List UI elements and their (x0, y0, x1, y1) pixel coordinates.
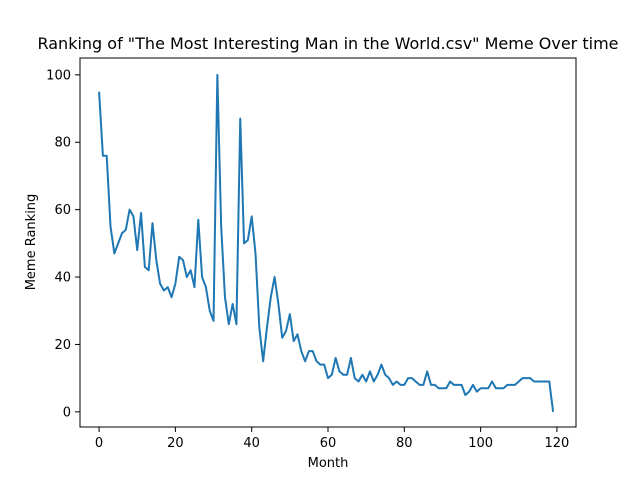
x-tick-label: 60 (320, 436, 337, 451)
y-tick-label: 60 (54, 203, 71, 218)
y-tick-label: 20 (54, 338, 71, 353)
y-axis: 0 20 40 60 80 100 (46, 68, 80, 420)
y-tick-label: 40 (54, 271, 71, 286)
x-tick-label: 20 (167, 436, 184, 451)
x-axis: 0 20 40 60 80 100 120 (95, 427, 569, 451)
y-tick-label: 100 (46, 68, 71, 83)
x-tick-label: 120 (545, 436, 570, 451)
x-tick-label: 40 (243, 436, 260, 451)
y-axis-label: Meme Ranking (24, 194, 39, 291)
plot-area (98, 73, 555, 412)
series-line-0 (98, 73, 555, 412)
x-tick-label: 0 (95, 436, 103, 451)
x-tick-label: 100 (468, 436, 493, 451)
x-axis-label: Month (308, 456, 349, 471)
y-tick-label: 0 (63, 405, 71, 420)
x-tick-label: 80 (396, 436, 413, 451)
chart-title: Ranking of "The Most Interesting Man in … (37, 34, 618, 53)
y-tick-label: 80 (54, 136, 71, 151)
